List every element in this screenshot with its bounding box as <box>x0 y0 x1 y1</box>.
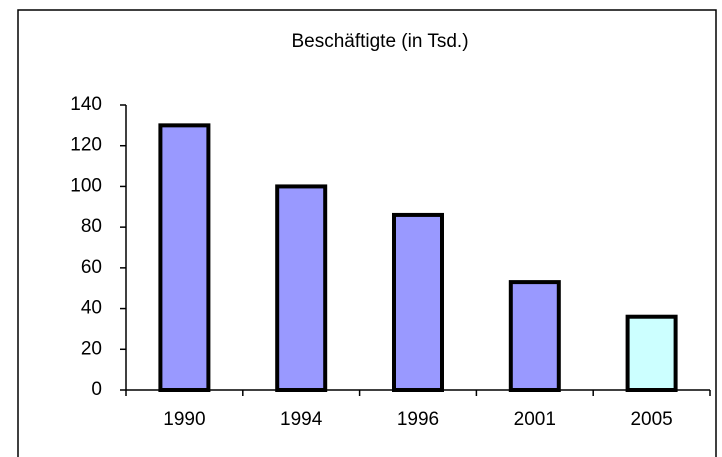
y-tick-label: 60 <box>81 257 102 278</box>
x-tick-label: 1996 <box>397 409 439 430</box>
bar <box>275 184 328 392</box>
y-tick-label: 20 <box>81 338 102 359</box>
y-tick-label: 140 <box>70 94 102 115</box>
y-tick-label: 100 <box>70 175 102 196</box>
bar <box>158 123 211 392</box>
y-tick-label: 0 <box>91 379 102 400</box>
bar <box>625 314 678 393</box>
x-tick-label: 2001 <box>514 409 556 430</box>
bar <box>392 212 444 392</box>
y-tick-label: 120 <box>70 135 102 156</box>
y-tick-label: 80 <box>81 216 102 237</box>
x-tick-label: 2005 <box>630 409 672 430</box>
x-tick-label: 1990 <box>163 409 205 430</box>
bar <box>508 280 561 393</box>
x-tick-label: 1994 <box>280 409 323 430</box>
chart-frame <box>17 9 717 457</box>
chart-title: Beschäftigte (in Tsd.) <box>291 31 468 52</box>
y-tick-label: 40 <box>81 298 102 319</box>
